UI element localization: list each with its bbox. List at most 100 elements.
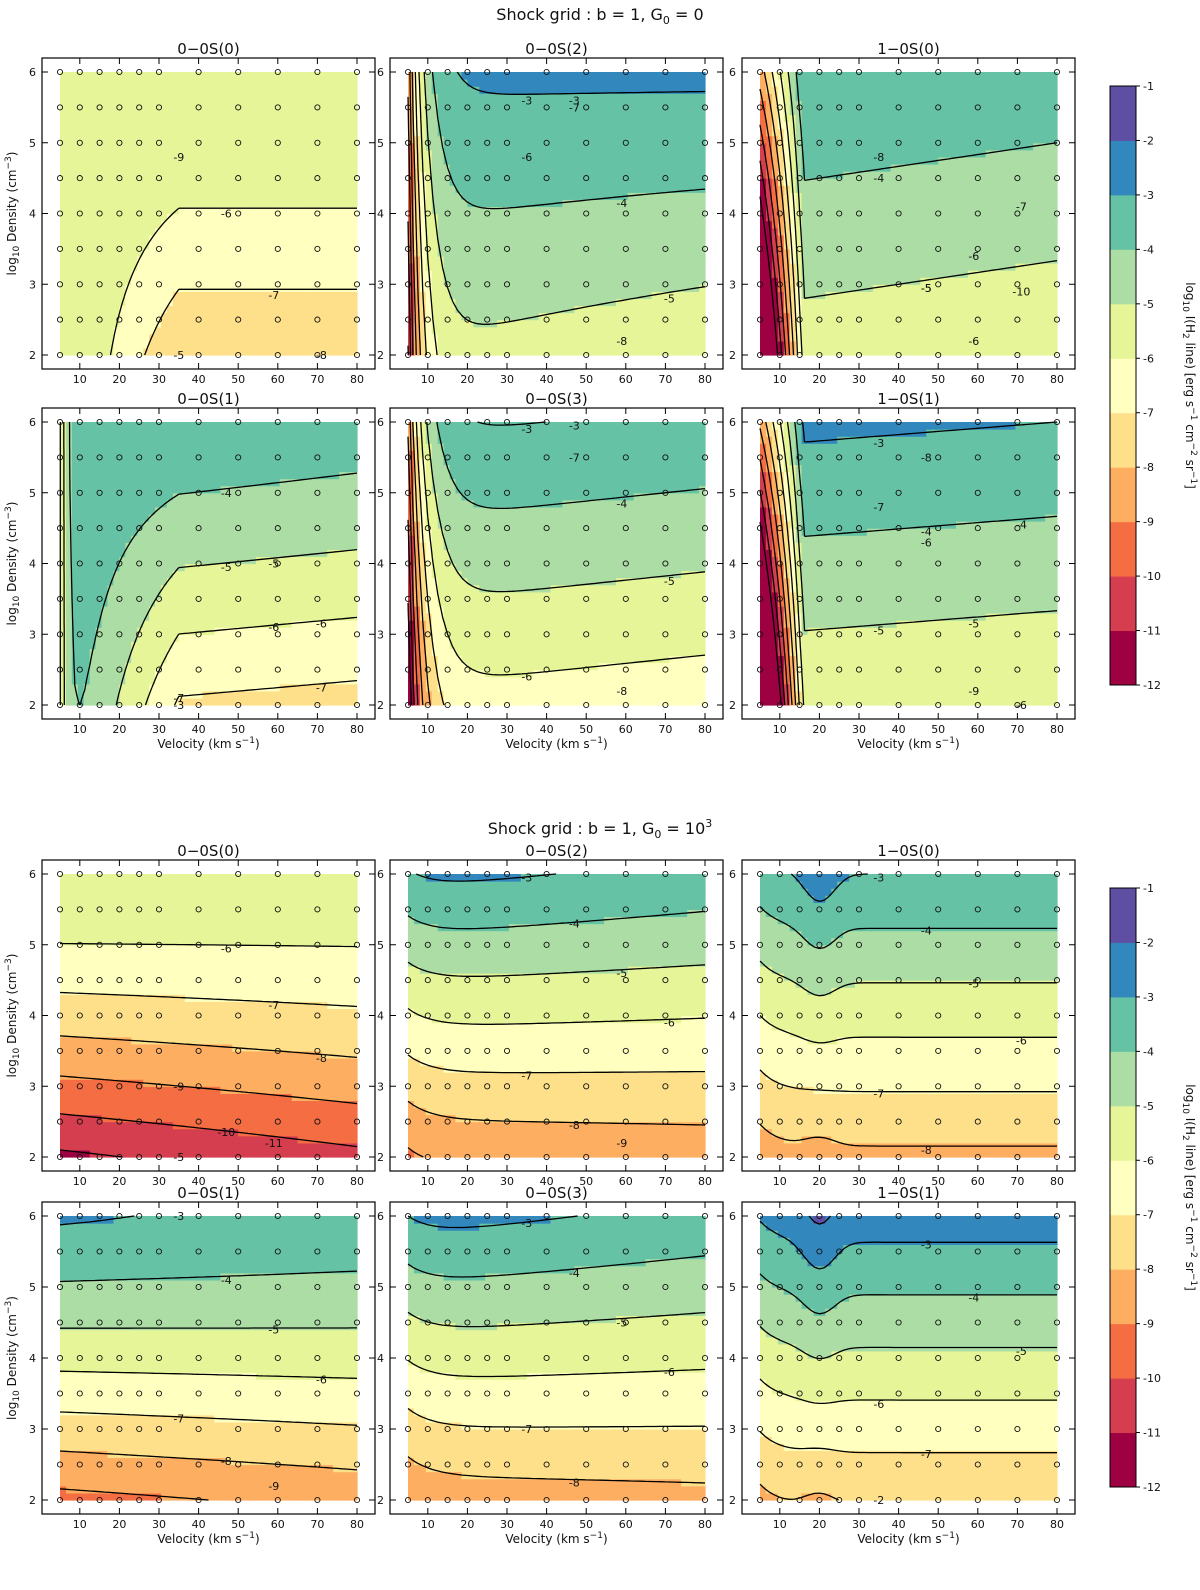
contour-fill-cell	[143, 72, 150, 80]
contour-fill-cell	[161, 327, 168, 335]
contour-fill-cell	[220, 341, 227, 349]
contour-fill-cell	[78, 136, 85, 144]
contour-fill-cell	[173, 122, 180, 130]
contour-fill-cell	[238, 107, 245, 115]
contour-fill-cell	[185, 171, 192, 179]
contour-fill-cell	[137, 242, 144, 250]
contour-fill-cell	[108, 313, 115, 321]
contour-fill-cell	[203, 256, 210, 264]
contour-fill-cell	[78, 334, 85, 342]
contour-fill-cell	[203, 185, 210, 193]
contour-fill-cell	[244, 291, 251, 299]
contour-fill-cell	[125, 72, 132, 80]
contour-fill-cell	[78, 313, 85, 321]
contour-fill-cell	[185, 348, 192, 356]
contour-fill-cell	[238, 157, 245, 165]
contour-fill-cell	[244, 143, 251, 151]
contour-fill-cell	[66, 291, 73, 299]
contour-fill-cell	[60, 192, 67, 200]
contour-fill-cell	[262, 129, 269, 137]
contour-fill-cell	[90, 291, 97, 299]
contour-fill-cell	[191, 327, 198, 335]
contour-fill-cell	[84, 313, 91, 321]
contour-fill-cell	[84, 334, 91, 342]
contour-fill-cell	[137, 136, 144, 144]
contour-fill-cell	[238, 348, 245, 356]
contour-fill-cell	[167, 185, 174, 193]
contour-fill-cell	[197, 143, 204, 151]
contour-fill-cell	[226, 221, 233, 229]
contour-fill-cell	[203, 107, 210, 115]
contour-fill-cell	[131, 150, 138, 158]
contour-fill-cell	[167, 256, 174, 264]
contour-fill-cell	[268, 348, 275, 356]
contour-fill-cell	[244, 185, 251, 193]
contour-fill-cell	[108, 72, 115, 80]
contour-fill-cell	[185, 199, 192, 207]
contour-fill-cell	[137, 327, 144, 335]
contour-fill-cell	[250, 86, 257, 94]
contour-fill-cell	[119, 164, 126, 172]
contour-fill-cell	[96, 263, 103, 271]
contour-fill-cell	[143, 79, 150, 87]
contour-fill-cell	[185, 277, 192, 285]
contour-fill-cell	[66, 284, 73, 292]
contour-fill-cell	[96, 284, 103, 292]
contour-fill-cell	[72, 86, 79, 94]
contour-fill-cell	[203, 298, 210, 306]
contour-fill-cell	[232, 129, 239, 137]
contour-fill-cell	[131, 185, 138, 193]
contour-fill-cell	[244, 136, 251, 144]
contour-fill-cell	[108, 192, 115, 200]
contour-fill-cell	[84, 150, 91, 158]
contour-fill-cell	[90, 129, 97, 137]
contour-fill-cell	[226, 277, 233, 285]
contour-fill-cell	[209, 256, 216, 264]
contour-fill-cell	[108, 214, 115, 222]
contour-fill-cell	[102, 86, 109, 94]
contour-fill-cell	[131, 235, 138, 243]
grid-title-g0-1000: Shock grid : b = 1, G0 = 103	[488, 817, 713, 841]
contour-fill-cell	[96, 93, 103, 101]
contour-fill-cell	[232, 122, 239, 130]
contour-fill-cell	[179, 249, 186, 257]
contour-fill-cell	[60, 114, 67, 122]
contour-fill-cell	[113, 122, 120, 130]
contour-fill-cell	[167, 235, 174, 243]
contour-fill-cell	[197, 235, 204, 243]
contour-fill-cell	[119, 150, 126, 158]
contour-fill-cell	[143, 114, 150, 122]
contour-fill-cell	[262, 136, 269, 144]
contour-fill-cell	[155, 284, 162, 292]
contour-fill-cell	[84, 129, 91, 137]
contour-fill-cell	[173, 79, 180, 87]
contour-fill-cell	[125, 122, 132, 130]
contour-fill-cell	[209, 277, 216, 285]
contour-fill-cell	[78, 305, 85, 313]
contour-fill-cell	[90, 313, 97, 321]
contour-fill-cell	[60, 79, 67, 87]
contour-fill-cell	[256, 171, 263, 179]
contour-fill-cell	[185, 334, 192, 342]
contour-fill-cell	[244, 72, 251, 80]
contour-fill-cell	[84, 122, 91, 130]
contour-fill-cell	[119, 114, 126, 122]
contour-fill-cell	[149, 192, 156, 200]
contour-fill-cell	[226, 235, 233, 243]
contour-fill-cell	[137, 143, 144, 151]
contour-fill-cell	[60, 93, 67, 101]
contour-fill-cell	[137, 334, 144, 342]
contour-fill-cell	[226, 122, 233, 130]
contour-fill-cell	[143, 291, 150, 299]
contour-fill-cell	[161, 334, 168, 342]
contour-fill-cell	[119, 72, 126, 80]
contour-fill-cell	[197, 270, 204, 278]
contour-fill-cell	[119, 249, 126, 257]
contour-fill-cell	[149, 143, 156, 151]
contour-fill-cell	[185, 327, 192, 335]
contour-fill-cell	[108, 164, 115, 172]
contour-fill-cell	[226, 284, 233, 292]
contour-fill-cell	[102, 291, 109, 299]
contour-fill-cell	[244, 93, 251, 101]
contour-fill-cell	[226, 341, 233, 349]
